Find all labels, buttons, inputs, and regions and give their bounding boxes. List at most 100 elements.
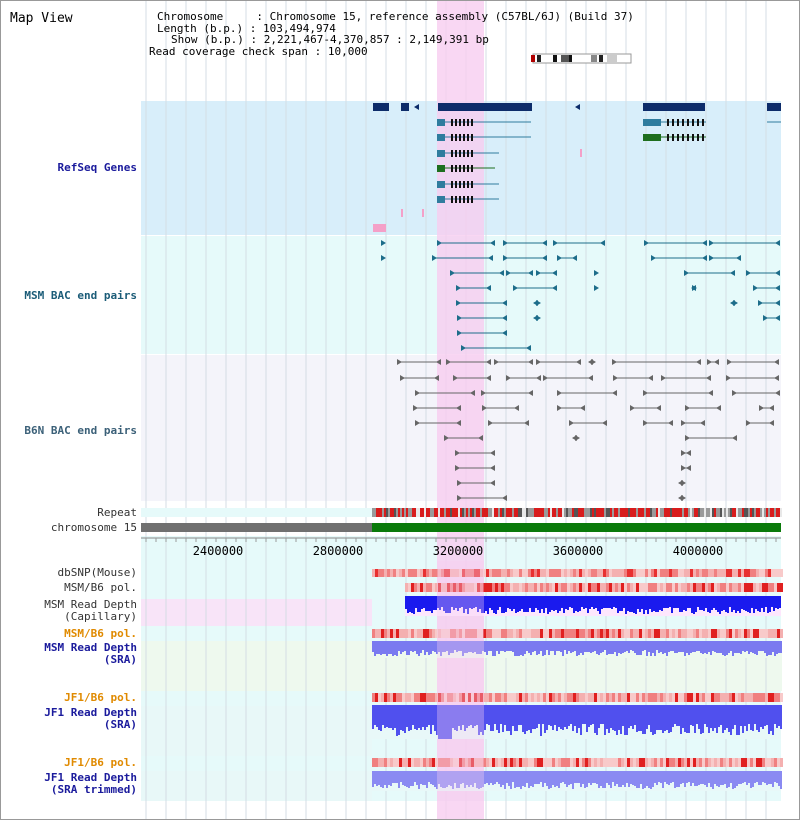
jf1-trim-depth-bar bbox=[770, 771, 772, 784]
repeat-segment bbox=[640, 508, 642, 517]
jf1-sra-depth-bar bbox=[398, 705, 400, 735]
repeat-track-label[interactable]: Repeat bbox=[97, 506, 137, 519]
bac-end bbox=[557, 255, 562, 261]
exon bbox=[667, 134, 669, 141]
msm-sra-depth-bar bbox=[612, 641, 614, 654]
bac-end bbox=[702, 255, 707, 261]
pol-segment bbox=[459, 569, 462, 577]
msm-capillary-depth-bar bbox=[659, 596, 661, 610]
msm-sra-depth-bar bbox=[574, 641, 576, 651]
jf1-trim-depth-bar bbox=[632, 771, 634, 785]
msm-capillary-depth-bar bbox=[745, 596, 747, 611]
msm-sra-depth-bar bbox=[440, 641, 442, 656]
jf1-read-depth-trimmed-label[interactable]: JF1 Read Depth (SRA trimmed) bbox=[1, 772, 137, 796]
pol-segment bbox=[504, 693, 507, 702]
chromosome-track-label[interactable]: chromosome 15 bbox=[50, 521, 137, 534]
jf1-trim-depth-bar bbox=[404, 771, 406, 786]
pol-segment bbox=[405, 569, 408, 577]
bac-end bbox=[432, 255, 437, 261]
pol-segment bbox=[693, 693, 696, 702]
pol-segment bbox=[684, 758, 687, 767]
jf1-read-depth-sra-label[interactable]: JF1 Read Depth (SRA) bbox=[1, 707, 137, 731]
bac-end bbox=[457, 315, 462, 321]
pol-segment bbox=[777, 629, 780, 638]
pol-segment bbox=[558, 629, 561, 638]
msm-b6-pol-track-label[interactable]: MSM/B6 pol. bbox=[64, 581, 137, 594]
repeat-segment bbox=[624, 508, 626, 517]
jf1-trim-depth-bar bbox=[526, 771, 528, 783]
jf1-sra-depth-bar bbox=[720, 705, 722, 725]
dbsnp-track-label[interactable]: dbSNP(Mouse) bbox=[57, 566, 137, 579]
pol-segment bbox=[738, 569, 741, 577]
pol-segment bbox=[759, 629, 762, 638]
msm-capillary-depth-bar bbox=[443, 596, 445, 611]
pol-segment bbox=[666, 583, 669, 592]
repeat-segment bbox=[498, 508, 500, 517]
repeat-segment bbox=[588, 508, 590, 517]
msm-capillary-depth-bar bbox=[717, 596, 719, 612]
jf1-sra-depth-bar bbox=[770, 705, 772, 731]
ruler-tick-label: 3200000 bbox=[433, 544, 484, 558]
msm-capillary-depth-bar bbox=[405, 596, 407, 609]
jf1-sra-depth-bar bbox=[388, 705, 390, 728]
pol-segment bbox=[726, 758, 729, 767]
msm-capillary-depth-bar bbox=[655, 596, 657, 612]
pol-segment bbox=[756, 693, 759, 702]
repeat-segment bbox=[754, 508, 756, 517]
pol-segment bbox=[516, 758, 519, 767]
repeat-segment bbox=[760, 508, 762, 517]
pol-segment bbox=[567, 693, 570, 702]
msm-sra-depth-bar bbox=[430, 641, 432, 654]
msm-read-depth-capillary-label[interactable]: MSM Read Depth (Capillary) bbox=[1, 599, 137, 623]
jf1-b6-pol-trimmed-track-label[interactable]: JF1/B6 pol. bbox=[64, 756, 137, 769]
jf1-trim-depth-bar bbox=[736, 771, 738, 786]
pol-segment bbox=[447, 569, 450, 577]
pol-segment bbox=[648, 629, 651, 638]
exon bbox=[677, 134, 679, 141]
msm-b6-pol-sra-track-label[interactable]: MSM/B6 pol. bbox=[64, 627, 137, 640]
jf1-sra-depth-bar bbox=[428, 705, 430, 725]
pol-segment bbox=[651, 583, 654, 592]
repeat-segment bbox=[692, 508, 694, 517]
pol-segment bbox=[726, 583, 729, 592]
pol-segment bbox=[618, 583, 621, 592]
pol-segment bbox=[384, 629, 387, 638]
msm-bac-track-label[interactable]: MSM BAC end pairs bbox=[24, 289, 137, 302]
msm-sra-depth-bar bbox=[542, 641, 544, 656]
repeat-segment bbox=[670, 508, 672, 517]
pol-segment bbox=[450, 569, 453, 577]
b6n-bac-track-label[interactable]: B6N BAC end pairs bbox=[24, 424, 137, 437]
jf1-trim-depth-bar bbox=[738, 771, 740, 784]
pol-segment bbox=[690, 758, 693, 767]
pol-segment bbox=[507, 569, 510, 577]
pol-segment bbox=[477, 693, 480, 702]
pol-segment bbox=[762, 758, 765, 767]
pol-segment bbox=[666, 629, 669, 638]
refseq-track-label[interactable]: RefSeq Genes bbox=[57, 161, 137, 174]
bac-end bbox=[696, 359, 701, 365]
pol-segment bbox=[741, 758, 744, 767]
jf1-sra-depth-bar bbox=[780, 705, 782, 729]
bac-end bbox=[536, 375, 541, 381]
jf1-b6-pol-track-label[interactable]: JF1/B6 pol. bbox=[64, 691, 137, 704]
msm-sra-depth-bar bbox=[556, 641, 558, 651]
jf1-sra-depth-bar bbox=[418, 705, 420, 728]
msm-sra-depth-bar bbox=[418, 641, 420, 656]
pol-segment bbox=[393, 693, 396, 702]
pol-segment bbox=[723, 583, 726, 592]
pol-segment bbox=[474, 629, 477, 638]
msm-read-depth-sra-label[interactable]: MSM Read Depth (SRA) bbox=[1, 642, 137, 666]
pol-segment bbox=[711, 758, 714, 767]
msm-sra-depth-bar bbox=[412, 641, 414, 652]
repeat-segment bbox=[484, 508, 486, 517]
pol-segment bbox=[489, 569, 492, 577]
bac-end bbox=[536, 270, 541, 276]
jf1-trim-depth-bar bbox=[638, 771, 640, 788]
msm-sra-depth-bar bbox=[566, 641, 568, 654]
page-title: Map View bbox=[10, 11, 73, 26]
jf1-sra-depth-bar bbox=[448, 705, 450, 739]
repeat-segment bbox=[540, 508, 542, 517]
msm-capillary-depth-bar bbox=[435, 596, 437, 610]
pol-segment bbox=[525, 583, 528, 592]
